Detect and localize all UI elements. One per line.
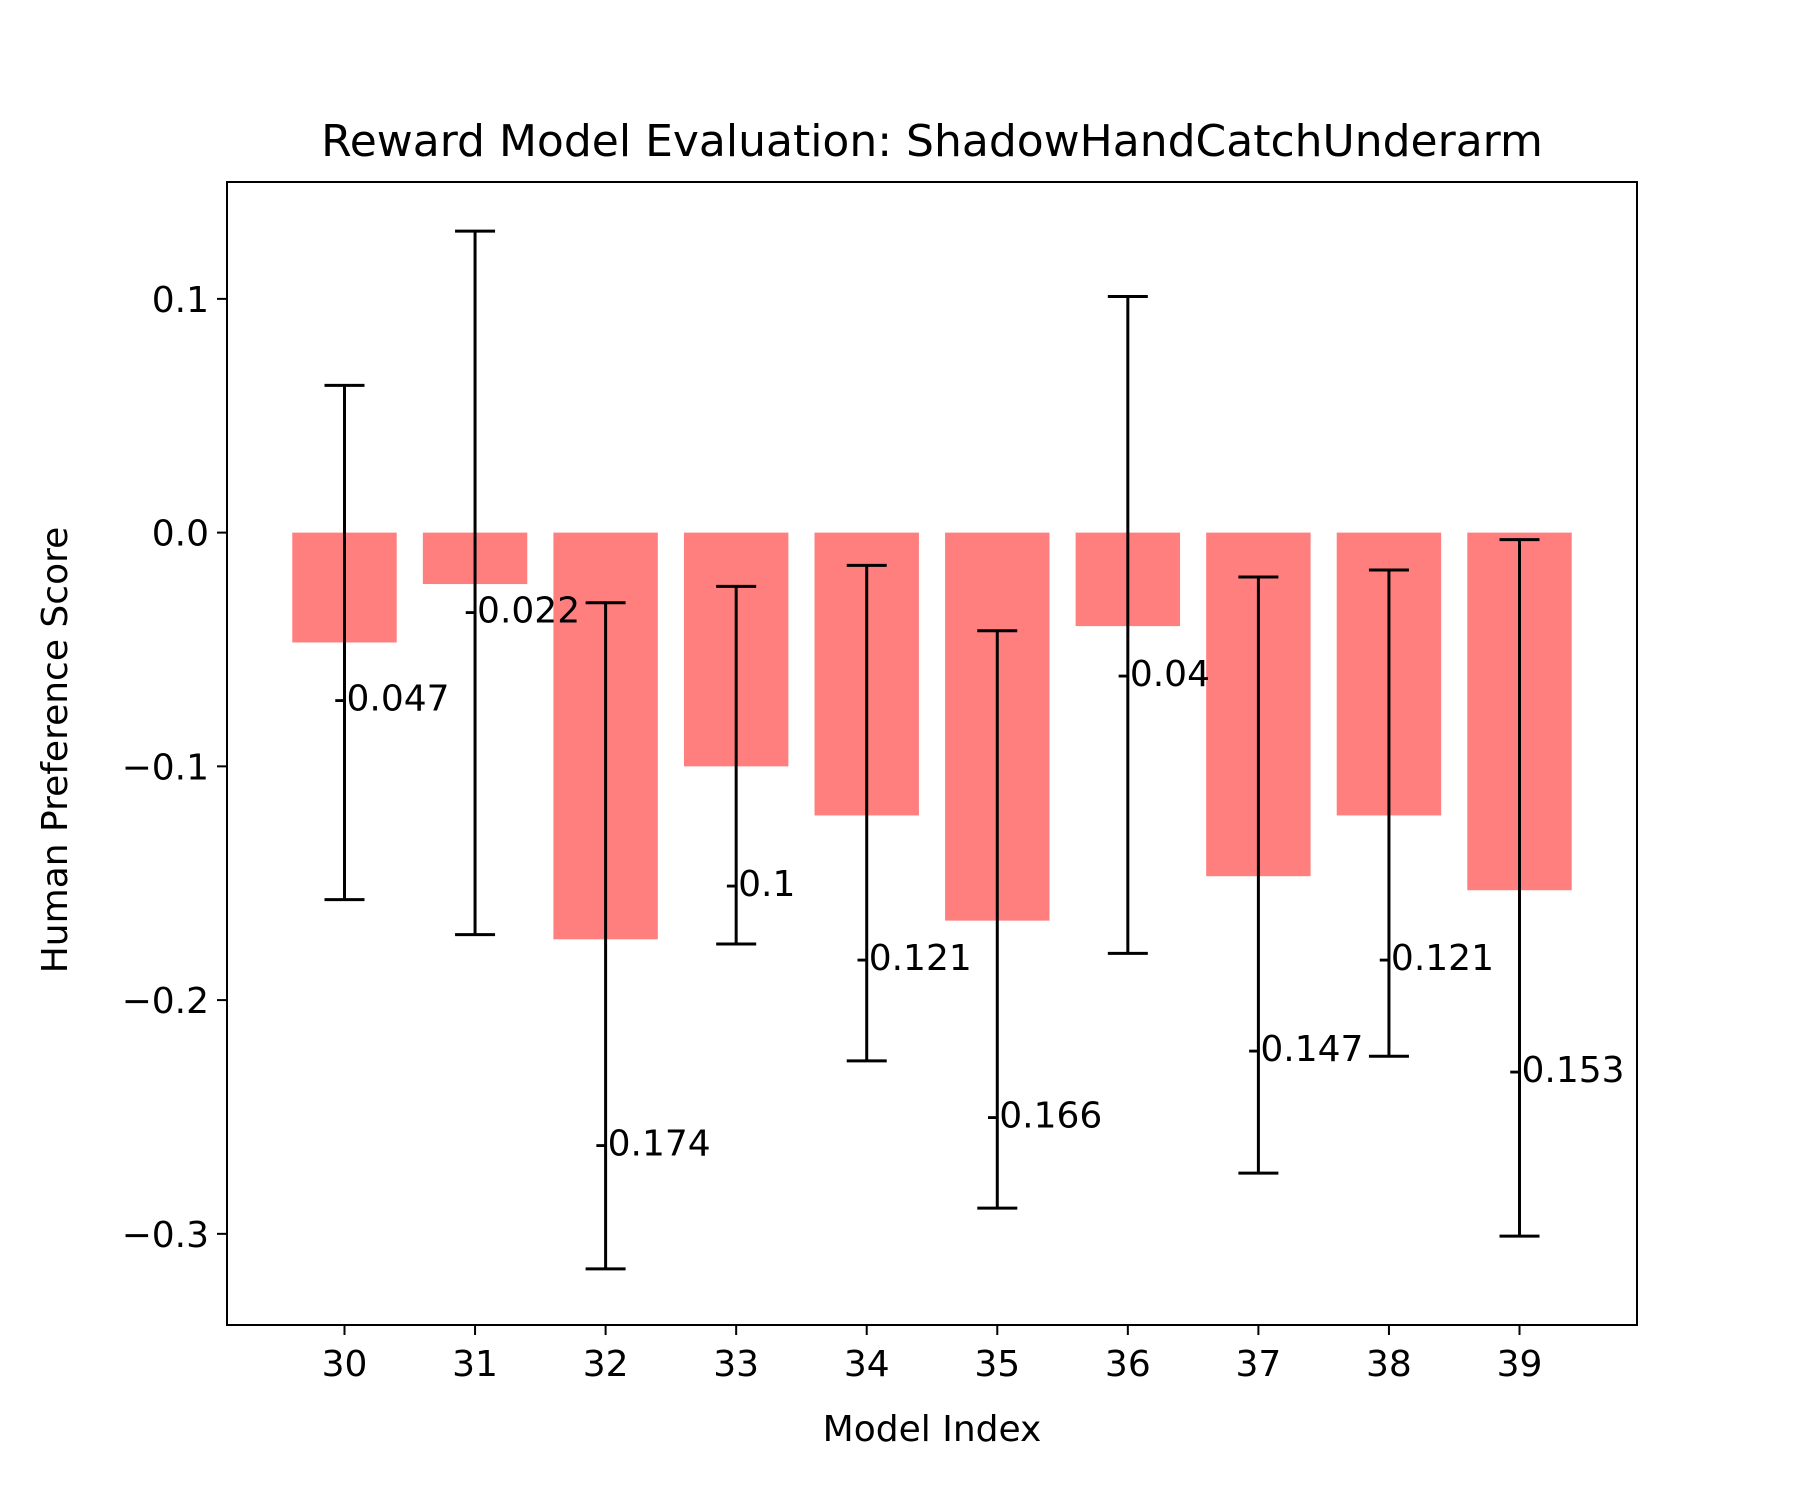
- value-label-31: -0.022: [464, 591, 580, 632]
- chart-title: Reward Model Evaluation: ShadowHandCatch…: [321, 116, 1543, 167]
- x-tick-label-37: 37: [1235, 1344, 1281, 1385]
- value-labels-group: -0.047 -0.022 -0.174 -0.1 -0.121 -0.166 -0.04 -…: [334, 591, 1625, 1165]
- x-tick-label-33: 33: [713, 1344, 759, 1385]
- plot-frame: [226, 181, 1638, 1326]
- x-tick-label-31: 31: [452, 1344, 498, 1385]
- value-label-33: -0.1: [725, 864, 795, 905]
- value-label-38: -0.121: [1378, 938, 1494, 979]
- value-label-37: -0.147: [1247, 1029, 1363, 1070]
- x-axis-label: Model Index: [823, 1409, 1042, 1450]
- x-tick-label-35: 35: [974, 1344, 1020, 1385]
- value-label-36: -0.04: [1117, 654, 1210, 695]
- ticks-group: 30 31 32 33 34 35 36 37 38 39 0.1 0.0 −0.1 −0.2 −0.3: [122, 280, 1543, 1385]
- x-tick-label-30: 30: [322, 1344, 368, 1385]
- y-tick-label-2: −0.1: [122, 747, 209, 788]
- value-label-35: -0.166: [986, 1096, 1102, 1137]
- value-label-30: -0.047: [334, 678, 450, 719]
- y-tick-label-0: 0.1: [152, 280, 209, 321]
- value-label-32: -0.174: [595, 1124, 711, 1165]
- y-tick-label-4: −0.3: [122, 1215, 209, 1256]
- error-bars-group: [324, 229, 1540, 1271]
- y-axis-label: Human Preference Score: [35, 527, 76, 974]
- y-tick-label-1: 0.0: [152, 514, 209, 555]
- value-label-39: -0.153: [1509, 1050, 1625, 1091]
- value-label-34: -0.121: [856, 938, 972, 979]
- x-tick-label-36: 36: [1105, 1344, 1151, 1385]
- x-tick-label-38: 38: [1366, 1344, 1412, 1385]
- y-tick-label-3: −0.2: [122, 981, 209, 1022]
- x-tick-label-32: 32: [583, 1344, 629, 1385]
- x-tick-label-39: 39: [1497, 1344, 1543, 1385]
- x-tick-label-34: 34: [844, 1344, 890, 1385]
